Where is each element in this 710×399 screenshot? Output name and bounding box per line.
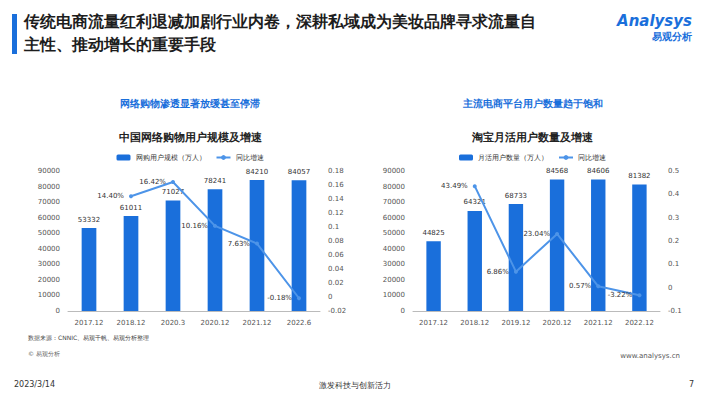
html-text:数据来源：CNNIC、易观千帆、易观分析整理: 数据来源：CNNIC、易观千帆、易观分析整理 (28, 334, 150, 341)
svg-text:0.1: 0.1 (328, 223, 339, 231)
svg-text:0.4: 0.4 (668, 190, 680, 198)
svg-text:90000: 90000 (38, 167, 60, 175)
html-text:激发科技与创新活力: 激发科技与创新活力 (319, 381, 391, 390)
svg-text:78241: 78241 (204, 177, 226, 185)
svg-text:0.14: 0.14 (328, 195, 344, 203)
svg-text:2020.3: 2020.3 (161, 319, 186, 327)
html-text:主性、推动增长的重要手段: 主性、推动增长的重要手段 (24, 35, 216, 54)
svg-text:2017.12: 2017.12 (75, 319, 104, 327)
svg-text:84568: 84568 (546, 167, 568, 175)
html-text:www.analysys.cn: www.analysys.cn (620, 352, 680, 360)
svg-text:30000: 30000 (383, 260, 405, 268)
svg-text:0.12: 0.12 (328, 209, 344, 217)
svg-text:44825: 44825 (422, 229, 444, 237)
svg-text:80000: 80000 (383, 183, 405, 191)
svg-text:同比增速: 同比增速 (578, 154, 606, 162)
html-text:Analysys: Analysys (617, 12, 692, 30)
svg-text:23.04%: 23.04% (523, 230, 550, 238)
svg-text:-3.22%: -3.22% (608, 291, 633, 299)
svg-text:2020.12: 2020.12 (201, 319, 230, 327)
svg-text:0.06: 0.06 (328, 251, 344, 259)
html-text:© 易观分析: © 易观分析 (28, 350, 60, 357)
svg-text:64321: 64321 (463, 198, 486, 207)
svg-text:0.08: 0.08 (328, 237, 344, 245)
html-text:7: 7 (688, 380, 694, 389)
svg-text:0.02: 0.02 (328, 279, 344, 287)
svg-text:0.16: 0.16 (328, 181, 344, 189)
svg-text:0.1: 0.1 (668, 260, 679, 268)
svg-text:-0.02: -0.02 (328, 307, 346, 315)
svg-text:80000: 80000 (38, 183, 60, 191)
svg-text:0.57%: 0.57% (569, 282, 592, 290)
svg-text:2018.12: 2018.12 (117, 319, 146, 327)
svg-text:2022.6: 2022.6 (287, 319, 312, 327)
svg-text:70000: 70000 (38, 198, 60, 206)
svg-text:0: 0 (328, 293, 332, 301)
svg-text:16.42%: 16.42% (139, 178, 166, 186)
svg-text:20000: 20000 (38, 276, 60, 284)
svg-text:81382: 81382 (628, 172, 650, 180)
svg-text:14.40%: 14.40% (97, 192, 124, 200)
svg-text:0.5: 0.5 (668, 167, 679, 175)
svg-text:0.2: 0.2 (668, 237, 679, 245)
svg-text:50000: 50000 (383, 229, 405, 237)
svg-text:网购用户规模（万人）: 网购用户规模（万人） (136, 154, 206, 162)
svg-text:68733: 68733 (505, 192, 527, 200)
svg-text:60000: 60000 (38, 214, 60, 222)
svg-text:10000: 10000 (38, 291, 60, 299)
html-text:传统电商流量红利退减加剧行业内卷，深耕私域成为美妆品牌寻求流: 传统电商流量红利退减加剧行业内卷，深耕私域成为美妆品牌寻求流量自 (24, 12, 536, 31)
svg-text:61011: 61011 (120, 204, 142, 212)
svg-text:30000: 30000 (38, 260, 60, 268)
svg-text:10.16%: 10.16% (181, 222, 208, 230)
svg-text:7.63%: 7.63% (228, 240, 251, 248)
svg-text:53332: 53332 (78, 216, 100, 224)
svg-text:84210: 84210 (246, 168, 268, 176)
svg-text:2021.12: 2021.12 (243, 319, 272, 327)
svg-text:2021.12: 2021.12 (584, 319, 613, 327)
svg-text:0.04: 0.04 (328, 265, 344, 273)
svg-text:0: 0 (56, 307, 60, 315)
svg-text:2017.12: 2017.12 (419, 319, 448, 327)
svg-text:43.49%: 43.49% (441, 182, 468, 190)
svg-text:中国网络购物用户规模及增速: 中国网络购物用户规模及增速 (119, 131, 263, 144)
svg-text:2022.12: 2022.12 (625, 319, 654, 327)
svg-text:0: 0 (401, 307, 405, 315)
svg-text:2020.12: 2020.12 (543, 319, 572, 327)
svg-text:71027: 71027 (161, 188, 185, 196)
svg-text:-0.18%: -0.18% (267, 294, 292, 302)
svg-text:84057: 84057 (288, 168, 310, 176)
svg-text:2019.12: 2019.12 (501, 319, 530, 327)
html-text:易观分析: 易观分析 (652, 31, 692, 42)
html-text:2023/3/14: 2023/3/14 (14, 380, 55, 389)
svg-text:2018.12: 2018.12 (460, 319, 489, 327)
svg-text:-0.1: -0.1 (668, 307, 682, 315)
svg-text:0: 0 (668, 284, 672, 292)
svg-text:10000: 10000 (383, 291, 405, 299)
svg-text:0.18: 0.18 (328, 167, 344, 175)
svg-text:20000: 20000 (383, 276, 405, 284)
svg-text:6.86%: 6.86% (487, 268, 510, 276)
svg-text:0.3: 0.3 (668, 214, 679, 222)
svg-text:50000: 50000 (38, 229, 60, 237)
html-text:网络购物渗透显著放缓甚至停滞: 网络购物渗透显著放缓甚至停滞 (120, 98, 260, 109)
svg-text:60000: 60000 (383, 214, 405, 222)
svg-text:40000: 40000 (38, 245, 60, 253)
svg-text:同比增速: 同比增速 (236, 154, 264, 162)
html-text:主流电商平台用户数量趋于饱和: 主流电商平台用户数量趋于饱和 (462, 98, 603, 109)
svg-text:40000: 40000 (383, 245, 405, 253)
svg-text:84606: 84606 (587, 167, 610, 175)
svg-text:月活用户数量（万人）: 月活用户数量（万人） (478, 154, 548, 162)
svg-text:70000: 70000 (383, 198, 405, 206)
svg-text:淘宝月活用户数量及增速: 淘宝月活用户数量及增速 (471, 131, 594, 144)
svg-text:90000: 90000 (383, 167, 405, 175)
